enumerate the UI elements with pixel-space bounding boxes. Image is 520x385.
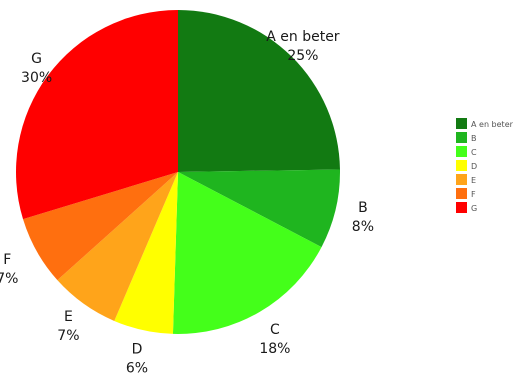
- legend-swatch: [456, 146, 467, 157]
- legend-swatch: [456, 160, 467, 171]
- legend-item-d: D: [456, 160, 477, 171]
- legend-label: D: [471, 162, 477, 171]
- pie-slice-d: [114, 172, 178, 334]
- legend-label: A en beter: [471, 120, 514, 129]
- legend-item-e: E: [456, 174, 476, 185]
- pie-slice-e: [57, 172, 178, 321]
- slice-category: G: [31, 51, 42, 67]
- slice-percent: 6%: [126, 361, 148, 377]
- legend-label: C: [471, 148, 477, 157]
- legend-label: E: [471, 176, 476, 185]
- slice-label-a-en-beter: A en beter 25%: [266, 29, 340, 64]
- slice-percent: 25%: [287, 48, 318, 64]
- legend-label: F: [471, 190, 476, 199]
- slice-category: B: [358, 200, 368, 216]
- slice-percent: 8%: [352, 219, 374, 235]
- legend-item-g: G: [456, 202, 477, 213]
- legend-item-f: F: [456, 188, 476, 199]
- pie-slice-f: [23, 172, 178, 281]
- slice-category: A en beter: [266, 29, 340, 45]
- legend-item-a-en-beter: A en beter: [456, 118, 514, 129]
- slice-percent: 7%: [0, 271, 18, 287]
- slice-category: C: [270, 322, 280, 338]
- legend-swatch: [456, 118, 467, 129]
- slice-category: D: [132, 342, 143, 358]
- legend-item-b: B: [456, 132, 477, 143]
- legend-label: B: [471, 134, 477, 143]
- slice-category: E: [64, 309, 73, 325]
- legend-swatch: [456, 174, 467, 185]
- pie-slice-g: [15, 10, 179, 220]
- legend-swatch: [456, 202, 467, 213]
- legend-label: G: [471, 204, 477, 213]
- slice-label-c: C 18%: [259, 322, 290, 357]
- legend-item-c: C: [456, 146, 477, 157]
- slice-label-d: D 6%: [126, 342, 148, 377]
- slice-category: F: [3, 252, 11, 268]
- pie-slice-labels: A en beter 25% B 8% C 18% D 6% E 7% F 7% G 30%: [0, 29, 374, 376]
- slice-percent: 7%: [57, 328, 79, 344]
- legend-swatch: [456, 188, 467, 199]
- pie-slice-b: [178, 169, 340, 248]
- slice-label-g: G 30%: [21, 51, 52, 86]
- pie-slices: [15, 10, 340, 334]
- slice-percent: 30%: [21, 70, 52, 86]
- pie-slice-a-en-beter: [178, 10, 340, 172]
- pie-slice-c: [172, 172, 322, 334]
- slice-label-e: E 7%: [57, 309, 79, 344]
- slice-label-f: F 7%: [0, 252, 18, 287]
- legend-swatch: [456, 132, 467, 143]
- slice-percent: 18%: [259, 341, 290, 357]
- slice-label-b: B 8%: [352, 200, 374, 235]
